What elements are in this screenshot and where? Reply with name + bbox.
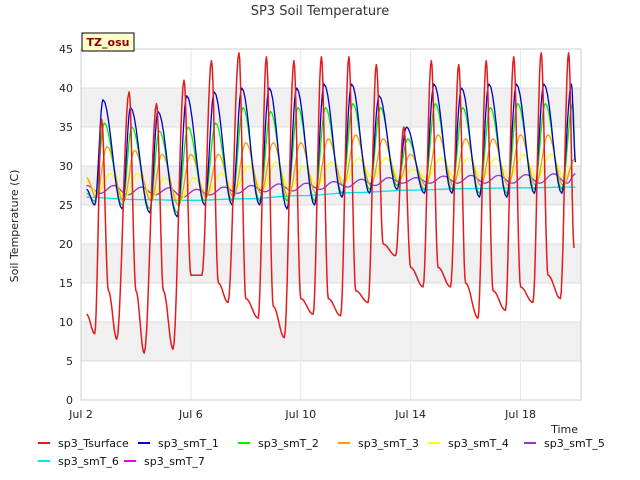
x-tick-label: Jul 6 — [178, 408, 203, 421]
x-tick-label: Jul 10 — [284, 408, 316, 421]
legend-label-sp3_smT_7: sp3_smT_7 — [144, 455, 205, 468]
legend-label-sp3_smT_6: sp3_smT_6 — [58, 455, 119, 468]
y-tick-label: 15 — [59, 277, 73, 290]
legend-label-sp3_smT_4: sp3_smT_4 — [448, 437, 509, 450]
series-line-sp3_smT_5 — [86, 173, 576, 198]
site-badge: TZ_osu — [81, 32, 135, 52]
series-layer — [86, 52, 577, 354]
x-axis-ticks: Jul 2 Jul 6 Jul 10 Jul 14 Jul 18 — [68, 408, 536, 421]
y-tick-label: 25 — [59, 199, 73, 212]
plot-frame — [80, 48, 582, 401]
legend-label-sp3_smT_3: sp3_smT_3 — [358, 437, 419, 450]
series-line-sp3_smT_1 — [86, 83, 577, 218]
series-line-sp3_Tsurface — [86, 52, 575, 354]
x-tick-label: Jul 2 — [68, 408, 93, 421]
y-tick-label: 35 — [59, 121, 73, 134]
y-tick-label: 0 — [66, 394, 73, 407]
legend-label-sp3_smT_5: sp3_smT_5 — [544, 437, 605, 450]
series-line-sp3_smT_6 — [86, 186, 576, 201]
x-tick-label: Jul 14 — [394, 408, 426, 421]
plot-band — [81, 322, 581, 361]
y-tick-label: 30 — [59, 160, 73, 173]
series-line-sp3_smT_4 — [86, 153, 576, 202]
y-tick-label: 10 — [59, 316, 73, 329]
series-line-sp3_smT_3 — [86, 134, 576, 206]
legend-label-sp3_smT_2: sp3_smT_2 — [258, 437, 319, 450]
site-badge-box — [81, 32, 135, 52]
y-tick-label: 5 — [66, 355, 73, 368]
y-tick-label: 45 — [59, 43, 73, 56]
plot-band — [81, 244, 581, 283]
x-tick-label: Jul 18 — [504, 408, 536, 421]
plot-background — [81, 49, 581, 400]
y-axis-ticks: 0 5 10 15 20 25 30 35 40 45 — [59, 43, 73, 407]
plot-band — [81, 166, 581, 205]
legend-label-sp3_Tsurface: sp3_Tsurface — [58, 437, 129, 450]
chart-title: SP3 Soil Temperature — [251, 4, 389, 19]
site-badge-label: TZ_osu — [87, 36, 130, 49]
legend: sp3_Tsurface sp3_smT_1 sp3_smT_2 sp3_smT_3 s… — [38, 437, 605, 468]
legend-label-sp3_smT_1: sp3_smT_1 — [158, 437, 219, 450]
y-tick-label: 40 — [59, 82, 73, 95]
x-axis-title: Time — [550, 423, 578, 436]
y-axis-title: Soil Temperature (C) — [8, 170, 21, 283]
y-tick-label: 20 — [59, 238, 73, 251]
gridlines — [80, 48, 581, 401]
